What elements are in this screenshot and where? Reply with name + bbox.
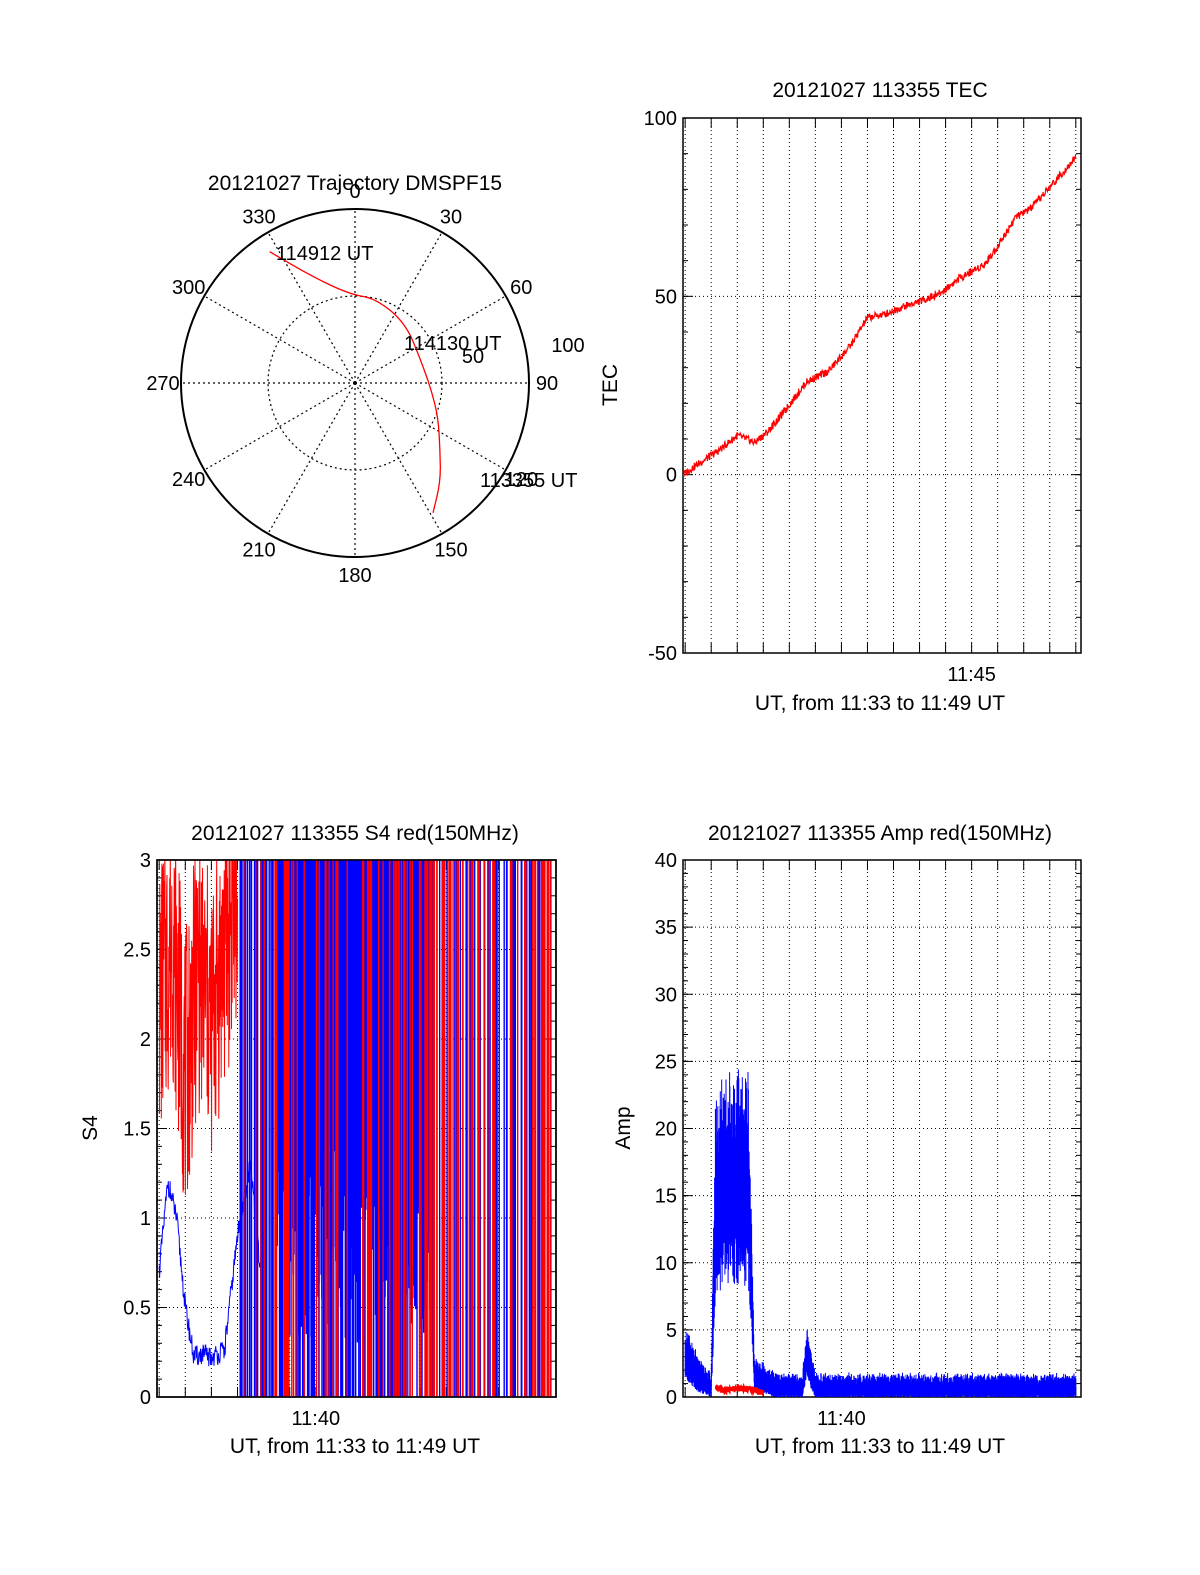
- x-tick-label: 11:45: [947, 664, 996, 686]
- polar-angle-tick-label: 30: [440, 207, 462, 229]
- s4-plot: 20121027 113355 S4 red(150MHz) S4 UT, fr…: [79, 822, 557, 1458]
- y-tick-label: 0.5: [123, 1298, 151, 1320]
- amp-plot: 20121027 113355 Amp red(150MHz) Amp UT, …: [612, 822, 1082, 1458]
- s4-blue-series-line: [158, 1160, 265, 1367]
- y-tick-label: 20: [655, 1119, 677, 1141]
- y-tick-label: 2: [140, 1029, 151, 1051]
- polar-angle-tick-label: 330: [242, 207, 275, 229]
- polar-angle-tick-label: 240: [172, 469, 205, 491]
- s4-y-axis-label: S4: [79, 1115, 102, 1141]
- y-tick-label: 25: [655, 1051, 677, 1073]
- amp-blue-series: [684, 1069, 1077, 1397]
- tec-title: 20121027 113355 TEC: [772, 79, 987, 102]
- y-tick-label: 40: [655, 850, 677, 872]
- polar-spoke-line: [267, 232, 356, 384]
- y-tick-label: 50: [655, 286, 677, 308]
- tec-x-axis-label: UT, from 11:33 to 11:49 UT: [755, 692, 1005, 715]
- polar-angle-tick-label: 300: [172, 277, 205, 299]
- s4-x-axis-label: UT, from 11:33 to 11:49 UT: [230, 1435, 480, 1458]
- polar-angle-tick-label: 0: [349, 181, 360, 203]
- x-tick-label: 11:40: [817, 1408, 866, 1430]
- polar-angle-tick-label: 60: [510, 277, 532, 299]
- amp-x-axis-label: UT, from 11:33 to 11:49 UT: [755, 1435, 1005, 1458]
- polar-spoke-line: [204, 295, 356, 384]
- polar-angle-tick-label: 180: [338, 565, 371, 587]
- polar-spoke-line: [354, 295, 506, 384]
- y-tick-label: 0: [666, 1387, 677, 1409]
- y-tick-label: 1: [140, 1208, 151, 1230]
- polar-angle-tick-label: 270: [146, 373, 179, 395]
- polar-angle-tick-label: 120: [505, 469, 538, 491]
- amp-red-series: [714, 1382, 765, 1397]
- amp-y-axis-label: Amp: [612, 1106, 635, 1149]
- polar-spoke-line: [267, 382, 356, 534]
- trajectory-start-annotation: 113355 UT: [480, 470, 577, 492]
- y-tick-label: 35: [655, 917, 677, 939]
- plot-frame: [682, 117, 1082, 654]
- tec-plot: 20121027 113355 TEC TEC UT, from 11:33 t…: [599, 79, 1082, 715]
- y-tick-label: 10: [655, 1253, 677, 1275]
- y-tick-label: 5: [666, 1320, 677, 1342]
- y-tick-label: -50: [648, 643, 677, 665]
- y-tick-label: 3: [140, 850, 151, 872]
- y-tick-label: 2.5: [123, 940, 151, 962]
- s4-red-spikes: [243, 860, 551, 1397]
- plot-frame-top: [156, 859, 557, 1398]
- polar-angle-tick-label: 210: [242, 539, 275, 561]
- polar-spoke-line: [354, 232, 443, 384]
- y-tick-label: 0: [140, 1387, 151, 1409]
- tec-series-line: [683, 153, 1077, 478]
- polar-angle-tick-label: 90: [536, 373, 558, 395]
- polar-angle-tick-label: 150: [434, 539, 467, 561]
- polar-spoke-line: [354, 382, 506, 471]
- trajectory-end-annotation: 114912 UT: [276, 243, 373, 265]
- y-tick-label: 100: [644, 108, 677, 130]
- amp-title: 20121027 113355 Amp red(150MHz): [708, 822, 1052, 845]
- s4-title: 20121027 113355 S4 red(150MHz): [191, 822, 519, 845]
- y-tick-label: 0: [666, 465, 677, 487]
- s4-red-series-line: [158, 860, 238, 1195]
- y-tick-label: 15: [655, 1186, 677, 1208]
- y-tick-label: 30: [655, 984, 677, 1006]
- trajectory-title: 20121027 Trajectory DMSPF15: [208, 172, 502, 195]
- x-tick-label: 11:40: [292, 1408, 341, 1430]
- polar-radial-tick-label: 50: [462, 346, 484, 368]
- trajectory-line: [269, 251, 441, 513]
- trajectory-mid-annotation: 114130 UT: [404, 333, 501, 355]
- polar-outer-circle: [180, 208, 530, 558]
- polar-radial-tick-label: 100: [551, 335, 584, 357]
- tec-y-axis-label: TEC: [599, 364, 622, 406]
- trajectory-polar-plot: 20121027 Trajectory DMSPF15 0 30 60 90 120 15…: [146, 172, 584, 587]
- polar-spoke-line: [354, 382, 443, 534]
- y-tick-label: 1.5: [123, 1119, 151, 1141]
- polar-spoke-line: [204, 382, 356, 471]
